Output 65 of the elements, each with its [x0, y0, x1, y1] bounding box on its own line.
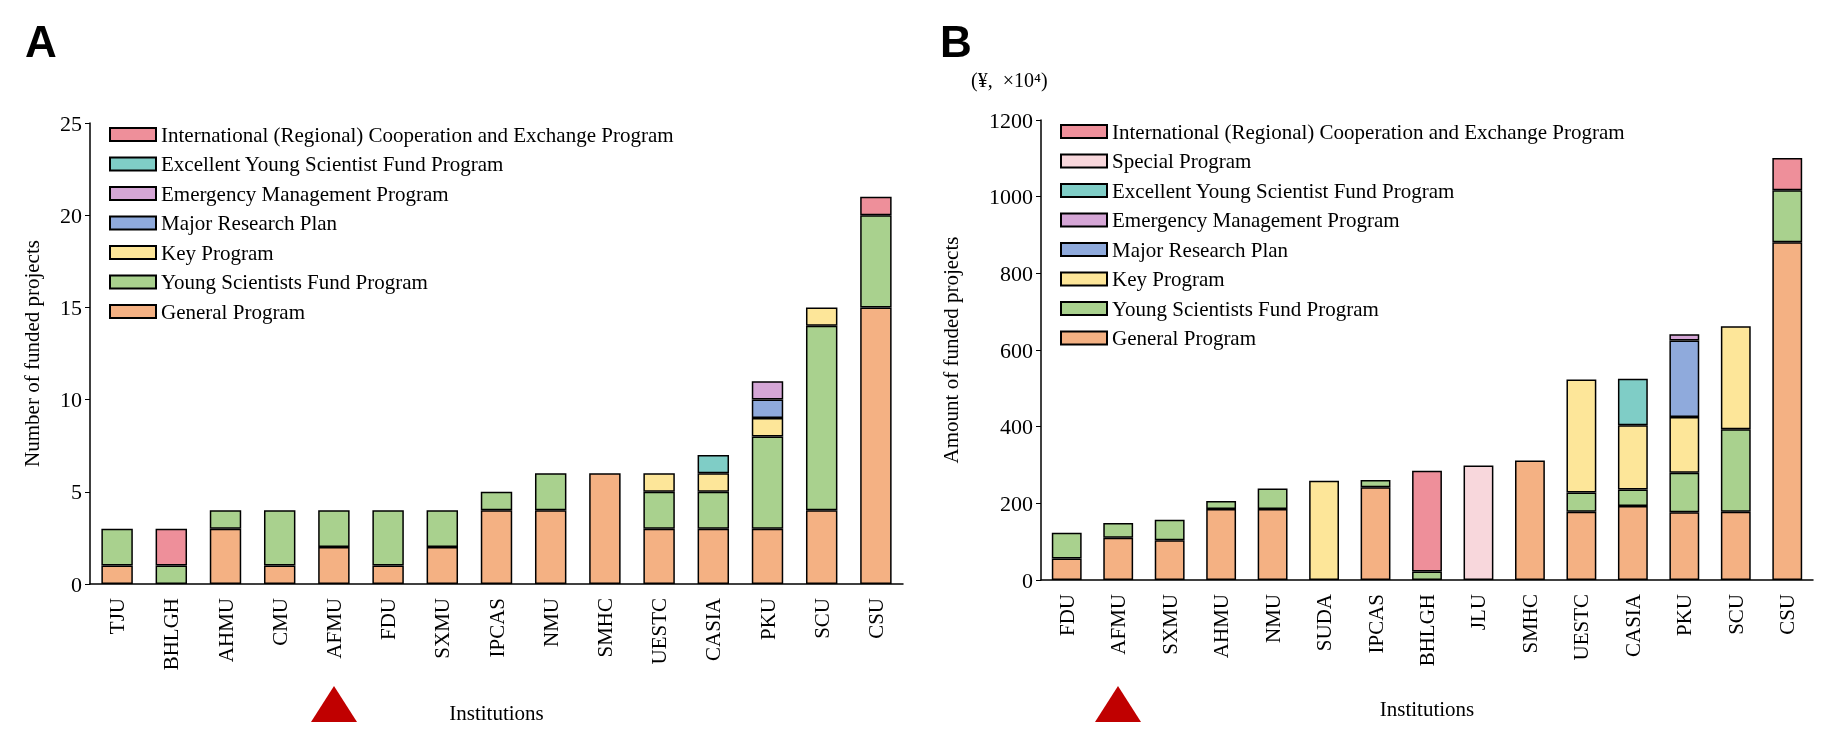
y-tick-label: 5 — [71, 479, 82, 505]
x-tick-label: FDU — [376, 598, 401, 641]
y-tick-label: 600 — [1000, 337, 1033, 363]
x-tick-label: TJU — [105, 598, 130, 635]
x-tick-label: AFMU — [321, 598, 346, 659]
y-tick-label: 15 — [60, 294, 82, 320]
y-axis-title: Number of funded projects — [19, 240, 44, 467]
legend-label: Key Program — [1112, 267, 1225, 291]
y-tick-label: 200 — [1000, 490, 1033, 516]
x-tick-label: CSU — [863, 598, 888, 639]
legend-label: General Program — [161, 299, 306, 324]
legend-label: Excellent Young Scientist Fund Program — [1112, 178, 1455, 203]
x-tick-label: IPCAS — [1363, 594, 1388, 654]
chart-title: B — [940, 16, 972, 66]
y-tick-label: 0 — [1022, 567, 1033, 593]
x-tick-label: IPCAS — [484, 598, 509, 658]
x-tick-label: SMHC — [1517, 594, 1542, 654]
y-tick-label: 800 — [1000, 260, 1033, 286]
y-tick-label: 0 — [71, 571, 82, 597]
x-tick-label: AHMU — [213, 598, 238, 663]
x-tick-label: BHLGH — [159, 598, 184, 671]
x-tick-label: PKU — [1672, 594, 1697, 637]
legend-label: Excellent Young Scientist Fund Program — [161, 152, 504, 176]
legend-label: Major Research Plan — [161, 211, 338, 235]
x-tick-label: PKU — [755, 598, 780, 641]
x-tick-label: BHLGH — [1415, 594, 1439, 667]
x-tick-label: SXMU — [430, 598, 455, 659]
x-tick-label: SCU — [1723, 594, 1748, 635]
x-tick-label: SCU — [809, 598, 834, 639]
legend-label: Young Scientists Fund Program — [1112, 296, 1379, 321]
y-tick-label: 20 — [60, 202, 82, 228]
x-tick-label: AHMU — [1209, 594, 1234, 659]
x-tick-label: NMU — [1260, 594, 1285, 644]
y-tick-label: 1200 — [989, 107, 1033, 133]
x-tick-label: CASIA — [701, 597, 726, 662]
legend-label: Emergency Management Program — [161, 181, 449, 206]
y-tick-label: 400 — [1000, 414, 1033, 440]
text: (¥, ×10⁴) — [971, 69, 1048, 92]
legend-label: Young Scientists Fund Program — [161, 270, 428, 294]
x-tick-label: CASIA — [1620, 593, 1645, 658]
legend-label: Emergency Management Program — [1112, 208, 1400, 232]
y-tick-label: 25 — [60, 110, 82, 136]
x-tick-label: FDU — [1054, 594, 1079, 637]
x-tick-label: SXMU — [1157, 594, 1182, 655]
x-tick-label: CSU — [1775, 594, 1800, 635]
x-tick-label: NMU — [538, 598, 563, 648]
x-tick-label: AFMU — [1106, 594, 1131, 655]
legend-label: Major Research Plan — [1112, 237, 1289, 262]
x-tick-label: JLU — [1466, 594, 1491, 631]
x-tick-label: CMU — [267, 598, 292, 646]
y-tick-label: 10 — [60, 387, 82, 413]
legend-label: Key Program — [161, 240, 274, 265]
x-axis-title: Institutions — [449, 700, 544, 725]
x-axis-title: Institutions — [1379, 696, 1475, 721]
x-tick-label: SMHC — [592, 598, 617, 658]
chart-title: A — [25, 16, 57, 66]
legend-label: International (Regional) Cooperation and Exchange Program — [1112, 119, 1625, 144]
y-axis-title: Amount of funded projects — [938, 236, 963, 464]
x-tick-label: UESTC — [647, 598, 672, 665]
y-tick-label: 1000 — [989, 184, 1033, 210]
x-tick-label: SUDA — [1312, 593, 1337, 652]
x-tick-label: UESTC — [1569, 594, 1594, 661]
legend-label: General Program — [1112, 326, 1257, 350]
legend-label: International (Regional) Cooperation and Exchange Program — [161, 122, 674, 147]
legend-label: Special Program — [1112, 149, 1252, 173]
